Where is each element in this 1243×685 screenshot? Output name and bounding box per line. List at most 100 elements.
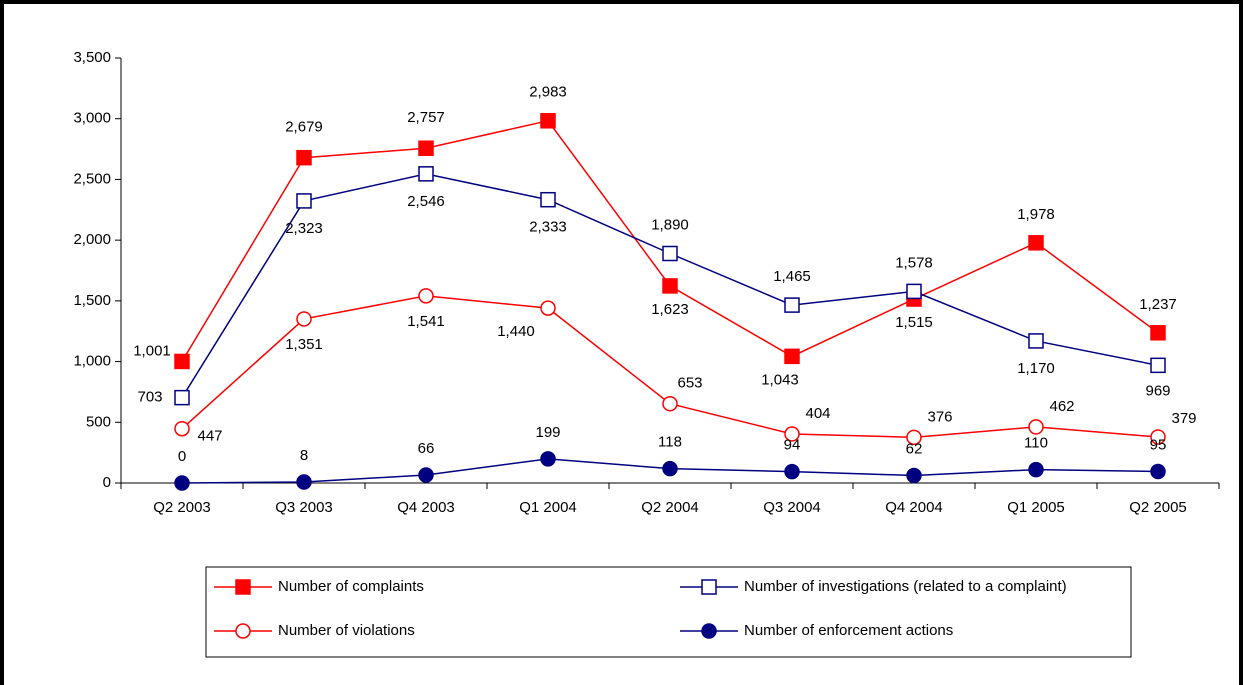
- data-label: 1,541: [407, 313, 445, 330]
- data-point: [418, 467, 434, 483]
- x-tick-label: Q1 2005: [1007, 499, 1065, 516]
- data-label: 2,757: [407, 109, 445, 126]
- data-point: [540, 113, 556, 129]
- data-label: 118: [658, 434, 682, 451]
- data-point: [662, 395, 678, 412]
- legend-marker: [235, 623, 251, 639]
- data-point: [540, 191, 556, 208]
- data-point: [784, 297, 800, 313]
- data-point: [784, 463, 800, 480]
- data-point: [1150, 463, 1166, 480]
- y-tick-label: 3,000: [73, 110, 111, 127]
- data-label: 404: [805, 405, 830, 422]
- y-tick-label: 500: [86, 413, 111, 430]
- y-tick-label: 3,500: [73, 49, 111, 66]
- data-label: 62: [906, 440, 923, 457]
- data-label: 1,578: [895, 254, 933, 271]
- data-point: [296, 474, 312, 490]
- data-label: 110: [1024, 435, 1048, 452]
- data-label: 1,465: [773, 268, 811, 285]
- data-point: [1028, 419, 1044, 435]
- data-point: [418, 288, 434, 304]
- data-point: [1150, 357, 1166, 374]
- legend-label: Number of investigations (related to a c…: [744, 578, 1067, 595]
- data-label: 95: [1150, 436, 1167, 453]
- legend-marker: [701, 623, 717, 639]
- data-label: 1,001: [133, 342, 171, 359]
- data-label: 2,333: [529, 219, 567, 236]
- legend-marker: [701, 579, 717, 595]
- y-tick-label: 1,000: [73, 353, 111, 370]
- data-point: [174, 389, 190, 406]
- data-point: [540, 300, 556, 316]
- data-point: [296, 149, 312, 166]
- data-label: 8: [300, 447, 308, 464]
- data-label: 376: [927, 408, 952, 425]
- legend-label: Number of complaints: [278, 578, 424, 595]
- data-label: 2,323: [285, 220, 323, 237]
- legend-label: Number of enforcement actions: [744, 622, 953, 639]
- data-point: [784, 348, 800, 365]
- series-line: [181, 119, 1159, 362]
- y-tick-label: 2,500: [73, 170, 111, 187]
- data-label: 0: [178, 448, 186, 465]
- x-tick-label: Q2 2003: [153, 499, 211, 516]
- data-label: 653: [677, 375, 702, 392]
- data-point: [906, 467, 922, 484]
- data-label: 1,043: [761, 371, 799, 388]
- data-label: 2,546: [407, 193, 445, 210]
- legend-label: Number of violations: [278, 622, 415, 639]
- data-point: [1150, 429, 1166, 445]
- data-label: 94: [784, 437, 801, 454]
- data-point: [174, 475, 190, 491]
- legend-box: [205, 566, 1132, 658]
- data-point: [662, 245, 678, 262]
- y-tick-label: 0: [103, 474, 111, 491]
- legend-marker: [235, 579, 251, 595]
- data-point: [1150, 325, 1166, 341]
- data-label: 447: [197, 428, 222, 445]
- y-tick-label: 1,500: [73, 292, 111, 309]
- data-point: [1028, 235, 1044, 251]
- data-label: 1,890: [651, 216, 689, 233]
- data-label: 1,623: [651, 301, 689, 318]
- data-point: [296, 193, 312, 209]
- y-tick-label: 2,000: [73, 231, 111, 248]
- data-point: [906, 429, 922, 446]
- data-label: 462: [1049, 398, 1074, 415]
- data-point: [906, 283, 922, 300]
- data-label: 2,679: [285, 119, 323, 136]
- data-point: [174, 420, 190, 437]
- data-point: [662, 278, 678, 294]
- data-label: 66: [418, 440, 435, 457]
- x-tick-label: Q2 2005: [1129, 499, 1187, 516]
- data-point: [784, 426, 800, 442]
- data-label: 199: [535, 424, 560, 441]
- data-label: 1,440: [497, 323, 535, 340]
- x-tick-label: Q2 2004: [641, 499, 699, 516]
- x-tick-label: Q4 2003: [397, 499, 455, 516]
- data-label: 1,237: [1139, 296, 1177, 313]
- x-tick-label: Q3 2004: [763, 499, 821, 516]
- data-point: [296, 311, 312, 327]
- data-label: 1,170: [1017, 360, 1055, 377]
- data-label: 703: [137, 389, 162, 406]
- x-tick-label: Q4 2004: [885, 499, 943, 516]
- x-tick-label: Q1 2004: [519, 499, 577, 516]
- data-point: [418, 166, 434, 182]
- data-point: [662, 460, 678, 477]
- data-label: 1,351: [285, 336, 323, 353]
- data-label: 1,978: [1017, 206, 1055, 223]
- data-label: 2,983: [529, 84, 567, 101]
- data-point: [540, 451, 556, 467]
- data-point: [1028, 461, 1044, 478]
- data-label: 379: [1171, 410, 1196, 427]
- data-label: 969: [1145, 382, 1170, 399]
- data-point: [418, 140, 434, 156]
- data-point: [1028, 333, 1044, 349]
- data-point: [174, 353, 190, 370]
- data-label: 1,515: [895, 314, 933, 331]
